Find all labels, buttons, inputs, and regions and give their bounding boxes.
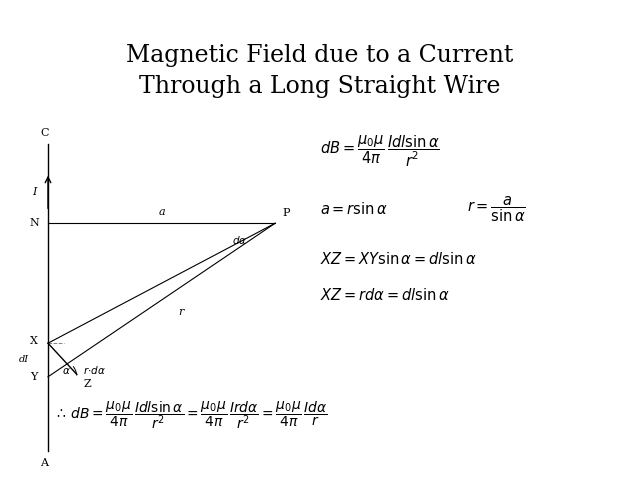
- Text: $XZ = rd\alpha = dl\sin\alpha$: $XZ = rd\alpha = dl\sin\alpha$: [320, 287, 450, 303]
- Text: N: N: [29, 218, 39, 228]
- Text: X: X: [30, 336, 38, 346]
- Text: $a = r\sin\alpha$: $a = r\sin\alpha$: [320, 201, 388, 217]
- Text: a: a: [158, 207, 165, 217]
- Text: Z: Z: [83, 379, 91, 389]
- Text: $\therefore\, dB = \dfrac{\mu_0\mu}{4\pi}\,\dfrac{Idl\sin\alpha}{r^2}= \dfrac{\m: $\therefore\, dB = \dfrac{\mu_0\mu}{4\pi…: [54, 399, 328, 431]
- Text: $XZ = XY\sin\alpha = dl\sin\alpha$: $XZ = XY\sin\alpha = dl\sin\alpha$: [320, 251, 477, 267]
- Text: A: A: [40, 458, 48, 468]
- Text: dI: dI: [19, 355, 29, 363]
- Text: I: I: [32, 187, 36, 197]
- Text: P: P: [283, 208, 291, 218]
- Text: C: C: [40, 128, 49, 138]
- Text: r: r: [178, 307, 184, 317]
- Text: $d\alpha$: $d\alpha$: [232, 234, 248, 246]
- Text: Y: Y: [30, 372, 38, 382]
- Text: $r{\cdot}d\alpha$: $r{\cdot}d\alpha$: [83, 364, 106, 375]
- Text: $dB = \dfrac{\mu_0\mu}{4\pi}\,\dfrac{Idl\sin\alpha}{r^2}$: $dB = \dfrac{\mu_0\mu}{4\pi}\,\dfrac{Idl…: [320, 133, 440, 169]
- Text: $r = \dfrac{a}{\sin\alpha}$: $r = \dfrac{a}{\sin\alpha}$: [467, 194, 526, 224]
- Text: Through a Long Straight Wire: Through a Long Straight Wire: [140, 75, 500, 98]
- Text: $\alpha$: $\alpha$: [62, 366, 71, 376]
- Text: Magnetic Field due to a Current: Magnetic Field due to a Current: [126, 44, 514, 67]
